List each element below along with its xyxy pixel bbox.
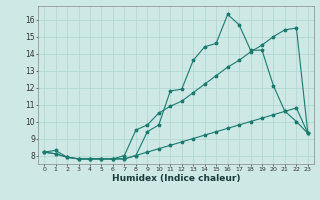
X-axis label: Humidex (Indice chaleur): Humidex (Indice chaleur): [112, 174, 240, 183]
